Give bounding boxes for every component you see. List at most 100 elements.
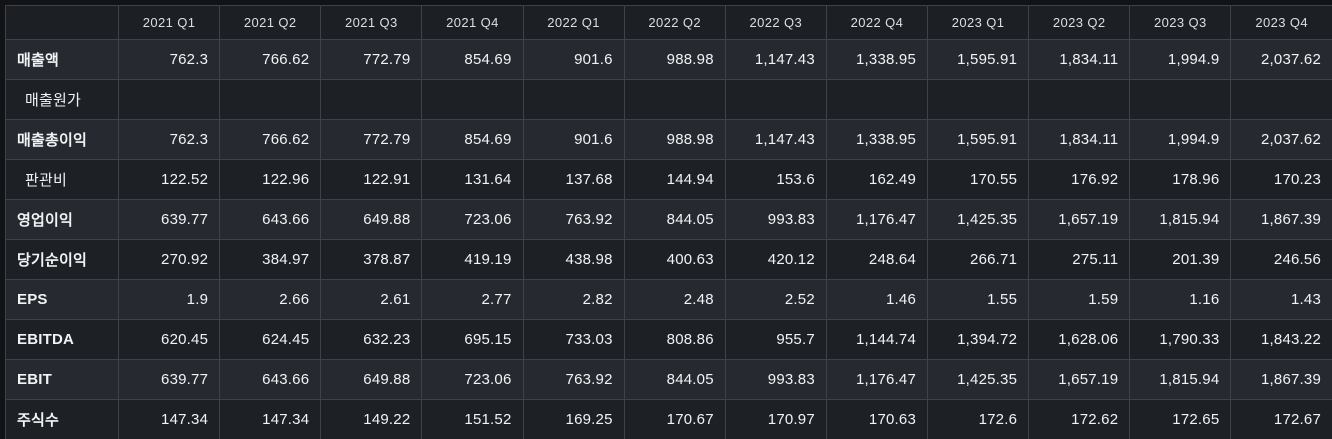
value-cell: 649.88 — [321, 360, 422, 400]
value-cell — [321, 80, 422, 120]
value-cell: 144.94 — [624, 160, 725, 200]
value-cell: 1,994.9 — [1130, 40, 1231, 80]
value-cell — [624, 80, 725, 120]
value-cell: 643.66 — [220, 200, 321, 240]
value-cell: 419.19 — [422, 240, 523, 280]
value-cell: 2,037.62 — [1231, 40, 1332, 80]
value-cell: 1,834.11 — [1029, 40, 1130, 80]
value-cell: 162.49 — [826, 160, 927, 200]
value-cell — [119, 80, 220, 120]
value-cell: 1,790.33 — [1130, 320, 1231, 360]
value-cell: 854.69 — [422, 120, 523, 160]
column-header: 2022 Q3 — [725, 6, 826, 40]
value-cell: 147.34 — [220, 400, 321, 439]
value-cell: 620.45 — [119, 320, 220, 360]
value-cell: 766.62 — [220, 40, 321, 80]
value-cell: 844.05 — [624, 360, 725, 400]
value-cell: 170.63 — [826, 400, 927, 439]
value-cell: 2.61 — [321, 280, 422, 320]
value-cell: 170.97 — [725, 400, 826, 439]
value-cell: 420.12 — [725, 240, 826, 280]
value-cell: 137.68 — [523, 160, 624, 200]
row-label: EBIT — [6, 360, 119, 400]
value-cell — [1231, 80, 1332, 120]
value-cell: 170.67 — [624, 400, 725, 439]
value-cell — [725, 80, 826, 120]
value-cell: 988.98 — [624, 40, 725, 80]
value-cell: 762.3 — [119, 120, 220, 160]
value-cell: 1,176.47 — [826, 200, 927, 240]
value-cell — [422, 80, 523, 120]
value-cell: 1,867.39 — [1231, 360, 1332, 400]
value-cell — [220, 80, 321, 120]
value-cell: 1,843.22 — [1231, 320, 1332, 360]
column-header: 2022 Q1 — [523, 6, 624, 40]
value-cell: 772.79 — [321, 40, 422, 80]
column-header: 2021 Q3 — [321, 6, 422, 40]
value-cell: 1.16 — [1130, 280, 1231, 320]
value-cell: 624.45 — [220, 320, 321, 360]
row-label: EPS — [6, 280, 119, 320]
value-cell: 695.15 — [422, 320, 523, 360]
value-cell: 1.46 — [826, 280, 927, 320]
row-label: EBITDA — [6, 320, 119, 360]
value-cell: 1.55 — [928, 280, 1029, 320]
value-cell: 2.48 — [624, 280, 725, 320]
column-header: 2023 Q2 — [1029, 6, 1130, 40]
table-row: 매출원가 — [6, 80, 1332, 120]
value-cell: 169.25 — [523, 400, 624, 439]
value-cell: 1,994.9 — [1130, 120, 1231, 160]
value-cell: 1.43 — [1231, 280, 1332, 320]
value-cell: 1,595.91 — [928, 40, 1029, 80]
value-cell: 1,867.39 — [1231, 200, 1332, 240]
value-cell: 172.67 — [1231, 400, 1332, 439]
value-cell: 149.22 — [321, 400, 422, 439]
row-label: 영업이익 — [6, 200, 119, 240]
value-cell: 122.52 — [119, 160, 220, 200]
value-cell: 400.63 — [624, 240, 725, 280]
value-cell: 384.97 — [220, 240, 321, 280]
value-cell: 246.56 — [1231, 240, 1332, 280]
value-cell: 170.55 — [928, 160, 1029, 200]
value-cell: 1,147.43 — [725, 40, 826, 80]
row-label: 주식수 — [6, 400, 119, 439]
value-cell: 438.98 — [523, 240, 624, 280]
value-cell: 1,657.19 — [1029, 360, 1130, 400]
value-cell: 639.77 — [119, 200, 220, 240]
corner-cell — [6, 6, 119, 40]
value-cell: 1,147.43 — [725, 120, 826, 160]
column-header: 2022 Q2 — [624, 6, 725, 40]
value-cell: 723.06 — [422, 360, 523, 400]
value-cell: 275.11 — [1029, 240, 1130, 280]
value-cell: 1,176.47 — [826, 360, 927, 400]
value-cell: 639.77 — [119, 360, 220, 400]
value-cell: 1,338.95 — [826, 40, 927, 80]
value-cell: 122.91 — [321, 160, 422, 200]
value-cell: 2.77 — [422, 280, 523, 320]
column-header: 2021 Q1 — [119, 6, 220, 40]
value-cell: 993.83 — [725, 200, 826, 240]
value-cell: 178.96 — [1130, 160, 1231, 200]
value-cell: 1,338.95 — [826, 120, 927, 160]
column-header: 2023 Q3 — [1130, 6, 1231, 40]
column-header: 2021 Q4 — [422, 6, 523, 40]
value-cell: 2.82 — [523, 280, 624, 320]
row-label: 매출원가 — [6, 80, 119, 120]
value-cell: 1,425.35 — [928, 200, 1029, 240]
value-cell: 901.6 — [523, 40, 624, 80]
row-label: 당기순이익 — [6, 240, 119, 280]
value-cell: 201.39 — [1130, 240, 1231, 280]
value-cell — [1130, 80, 1231, 120]
value-cell: 988.98 — [624, 120, 725, 160]
value-cell: 766.62 — [220, 120, 321, 160]
value-cell: 266.71 — [928, 240, 1029, 280]
value-cell: 122.96 — [220, 160, 321, 200]
